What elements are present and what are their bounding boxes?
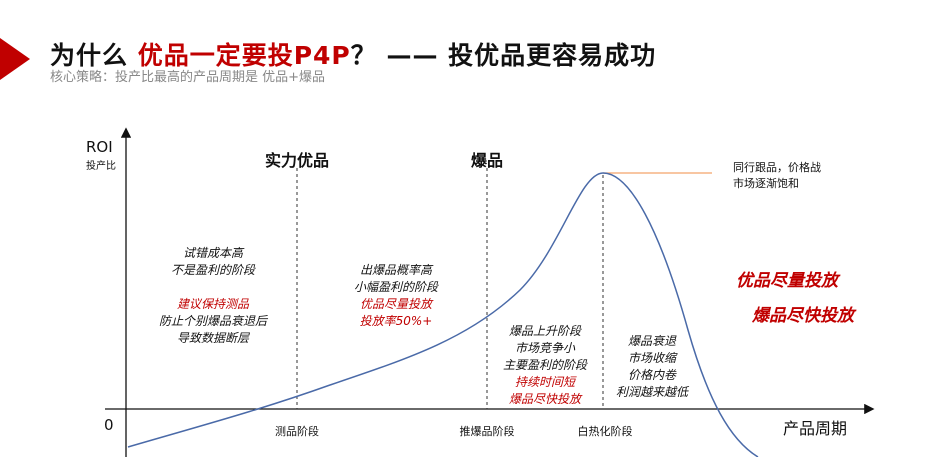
stage-note-line: 市场竞争小 (514, 341, 576, 355)
stage-note-line: 爆品上升阶段 (508, 324, 582, 338)
y-axis-sublabel: 投产比 (86, 161, 116, 172)
stage-note-line: 爆品尽快投放 (508, 392, 582, 406)
subtitle: 核心策略：投产比最高的产品周期是 优品+爆品 (50, 70, 326, 85)
stage-note-line: 防止个别爆品衰退后 (158, 314, 268, 328)
stage-note-line: 不是盈利的阶段 (170, 263, 256, 277)
stage-note-line (159, 279, 267, 296)
stage-note-line: 试错成本高 (182, 246, 244, 260)
stage-note-line: 建议保持测品 (176, 297, 250, 311)
title-marker-icon (0, 38, 30, 80)
stage-note-line: 利润越来越低 (615, 385, 689, 399)
roi-curve (127, 172, 759, 457)
peak-note-line: 同行跟品，价格战 (733, 161, 821, 174)
origin-label: 0 (104, 416, 114, 434)
page-title: 为什么 优品一定要投P4P？ —— 投优品更容易成功 (50, 41, 657, 70)
conclusion-hot: 爆品尽快投放 (752, 306, 854, 326)
stage-note-line: 价格内卷 (627, 368, 677, 382)
peak-note-line: 市场逐渐饱和 (733, 177, 799, 190)
stage-note-line: 持续时间短 (514, 375, 576, 389)
stage-note-line: 市场收缩 (627, 351, 677, 365)
stage-note-line: 爆品衰退 (627, 334, 677, 348)
y-axis-label: ROI (86, 138, 113, 156)
stage-note-line: 导致数据断层 (176, 331, 250, 345)
x-tick-push: 推爆品阶段 (459, 425, 515, 438)
phase-header-hot: 爆品 (470, 151, 504, 170)
stage-note-1: 出爆品概率高 小幅盈利的阶段 优品尽量投放 投放率50%+ (354, 262, 438, 330)
conclusion-quality: 优品尽量投放 (736, 271, 838, 291)
stage-note-line: 出爆品概率高 (359, 263, 433, 277)
stage-note-line: 小幅盈利的阶段 (353, 280, 439, 294)
x-axis-label: 产品周期 (783, 419, 848, 438)
phase-header-quality: 实力优品 (264, 151, 330, 170)
stage-note-2: 爆品上升阶段 市场竞争小主要盈利的阶段 持续时间短爆品尽快投放 (503, 323, 587, 408)
stage-note-line: 主要盈利的阶段 (502, 358, 588, 372)
stage-note-0: 试错成本高不是盈利的阶段 建议保持测品防止个别爆品衰退后 导致数据断层 (159, 245, 267, 347)
x-tick-peak: 白热化阶段 (577, 425, 633, 438)
peak-note: 同行跟品，价格战 市场逐渐饱和 (733, 160, 821, 192)
x-tick-test: 测品阶段 (275, 425, 319, 438)
stage-note-line: 优品尽量投放 (359, 297, 433, 311)
stage-note-line: 投放率50%+ (359, 314, 433, 328)
stage-note-3: 爆品衰退市场收缩价格内卷利润越来越低 (616, 333, 688, 401)
